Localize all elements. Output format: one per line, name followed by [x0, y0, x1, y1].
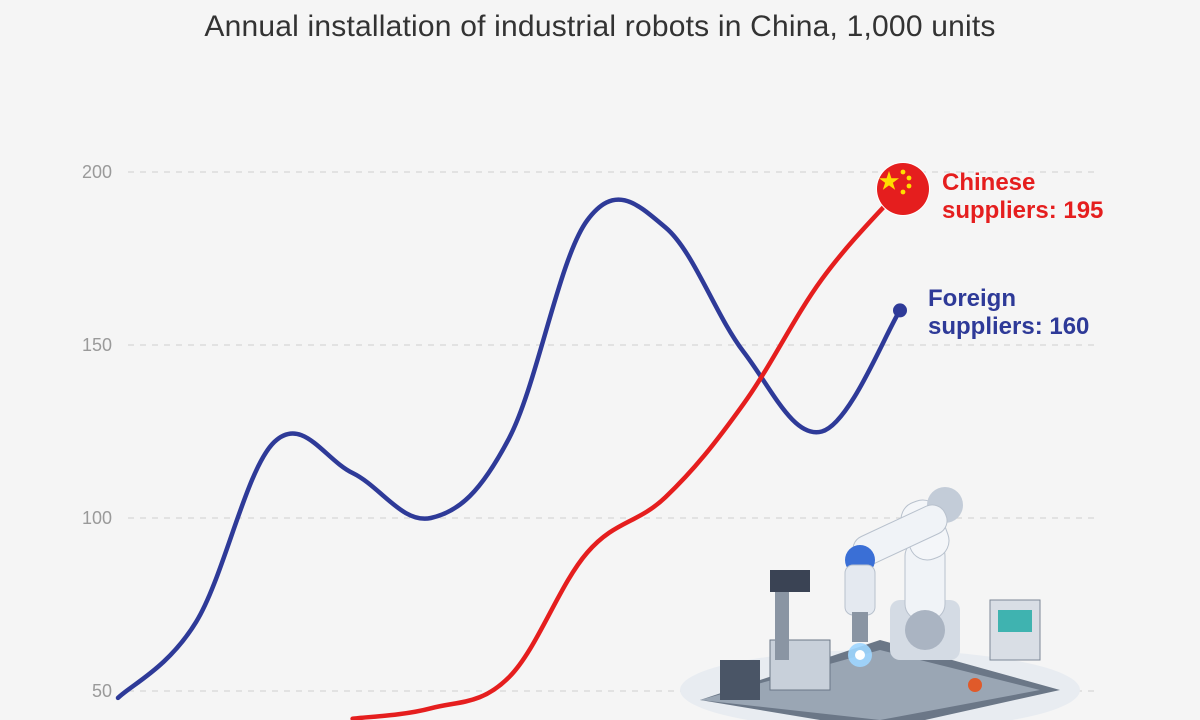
series-label-chinese: Chinese — [942, 169, 1035, 196]
series-lines — [115, 187, 907, 720]
series-endpoint-foreign — [893, 303, 907, 318]
chart-title: Annual installation of industrial robots… — [204, 10, 996, 43]
y-tick-label: 150 — [82, 335, 112, 355]
y-tick-label: 100 — [82, 508, 112, 528]
series-label-foreign: Foreign — [928, 285, 1016, 312]
robot-arm-illustration — [680, 487, 1080, 720]
y-axis: 50 100 150 200 — [82, 162, 112, 701]
series-label-foreign: suppliers: 160 — [928, 313, 1089, 340]
china-flag-icon — [876, 162, 930, 216]
series-line-chinese — [350, 187, 903, 720]
series-label-chinese: suppliers: 195 — [942, 197, 1103, 224]
series-line-foreign — [115, 197, 903, 701]
y-tick-label: 50 — [92, 681, 112, 701]
y-tick-label: 200 — [82, 162, 112, 182]
grid-lines — [128, 171, 1100, 692]
